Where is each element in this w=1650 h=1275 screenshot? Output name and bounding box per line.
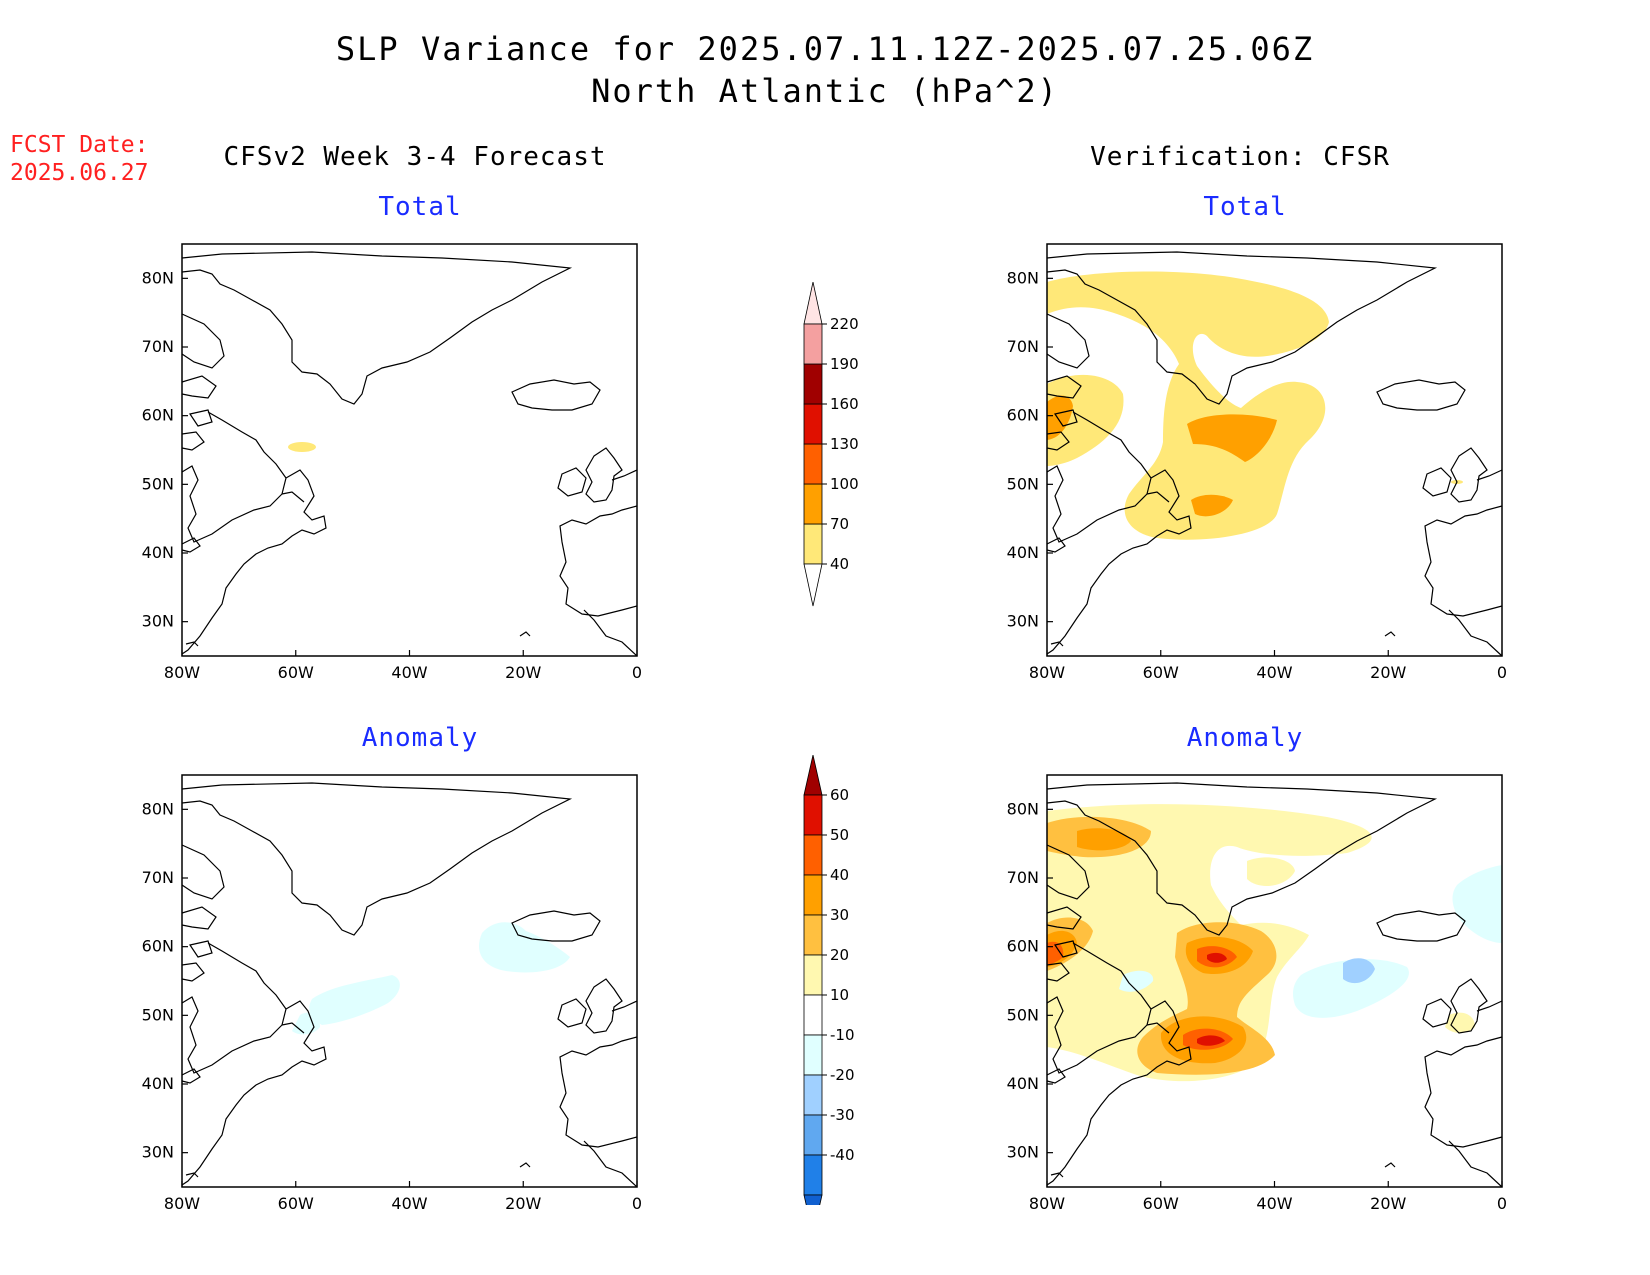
sub-title-region: North Atlantic (hPa^2) (591, 72, 1059, 110)
lat-tick-label: 60N (142, 406, 174, 425)
colorbar-anomaly-box (803, 874, 823, 916)
lon-tick-label: 80W (164, 1194, 200, 1213)
colorbar-anomaly-box (803, 794, 823, 836)
shading-verification-anomaly (1047, 804, 1502, 1082)
lat-tick-label: 40N (1007, 1074, 1039, 1093)
colorbar-anomaly-label: 20 (830, 946, 849, 964)
colorbar-total-box (803, 483, 823, 525)
lon-tick-label: 0 (632, 1194, 642, 1213)
colorbar-total-box (803, 443, 823, 485)
colorbar-total-box (803, 323, 823, 365)
lat-tick-label: 40N (1007, 543, 1039, 562)
lon-tick-label: 60W (1143, 663, 1179, 682)
colorbar-total-box (803, 403, 823, 445)
fcst-date-value: 2025.06.27 (10, 160, 149, 186)
lon-tick-label: 60W (1143, 1194, 1179, 1213)
lat-tick-label: 30N (1007, 1143, 1039, 1162)
colorbar-total-box (803, 523, 823, 565)
colorbar-anomaly-label: 30 (830, 906, 849, 924)
lon-tick-label: 20W (505, 663, 541, 682)
lon-tick-label: 60W (278, 663, 314, 682)
lon-tick-label: 80W (1029, 1194, 1065, 1213)
colorbar-anomaly-label: -20 (830, 1066, 855, 1084)
colorbar-anomaly-box (803, 914, 823, 956)
colorbar-total: 40 70 100 130 160 190 220 (803, 282, 859, 607)
lat-tick-label: 30N (1007, 612, 1039, 631)
lat-tick-label: 80N (142, 799, 174, 818)
map-forecast-total (181, 243, 638, 657)
colorbar-total-label: 190 (830, 355, 859, 373)
lat-tick-label: 70N (1007, 868, 1039, 887)
map-verification-anomaly (1046, 774, 1503, 1188)
colorbar-anomaly-label: 50 (830, 826, 849, 844)
lat-tick-label: 70N (1007, 337, 1039, 356)
map-verification-total (1046, 243, 1503, 657)
lat-tick-label: 80N (1007, 268, 1039, 287)
lon-tick-label: 0 (1497, 663, 1507, 682)
map-forecast-anomaly (181, 774, 638, 1188)
colorbar-anomaly-box (803, 834, 823, 876)
main-title: SLP Variance for 2025.07.11.12Z-2025.07.… (335, 30, 1315, 68)
lat-tick-label: 60N (1007, 406, 1039, 425)
colorbar-anomaly: 60 50 40 30 20 10 -10 -20 -30 -40 (803, 755, 855, 1205)
lat-tick-label: 50N (1007, 474, 1039, 493)
lat-tick-label: 50N (1007, 1005, 1039, 1024)
lon-tick-label: 20W (1370, 1194, 1406, 1213)
lat-tick-label: 30N (142, 1143, 174, 1162)
colorbar-anomaly-bottom-arrow (803, 1194, 823, 1205)
colorbar-anomaly-box (803, 1154, 823, 1196)
lon-tick-label: 40W (391, 1194, 427, 1213)
fcst-date-label: FCST Date: (10, 132, 149, 158)
lon-tick-label: 80W (1029, 663, 1065, 682)
lon-tick-label: 40W (391, 663, 427, 682)
lon-tick-label: 40W (1256, 1194, 1292, 1213)
colorbar-anomaly-box (803, 1034, 823, 1076)
lon-tick-label: 20W (1370, 663, 1406, 682)
lat-tick-label: 40N (142, 1074, 174, 1093)
colorbar-total-top-arrow (803, 282, 823, 325)
forecast-total-title: Total (378, 192, 462, 222)
lon-tick-label: 0 (632, 663, 642, 682)
lat-tick-label: 70N (142, 337, 174, 356)
verification-total-title: Total (1203, 192, 1287, 222)
colorbar-anomaly-box (803, 954, 823, 996)
lon-tick-label: 60W (278, 1194, 314, 1213)
colorbar-anomaly-label: -40 (830, 1146, 855, 1164)
lat-tick-label: 50N (142, 1005, 174, 1024)
colorbar-anomaly-box (803, 994, 823, 1036)
lon-tick-label: 20W (505, 1194, 541, 1213)
colorbar-total-label: 40 (830, 555, 849, 573)
colorbar-total-label: 100 (830, 475, 859, 493)
lat-tick-label: 60N (142, 937, 174, 956)
lat-tick-label: 40N (142, 543, 174, 562)
verification-anomaly-title: Anomaly (1186, 723, 1304, 753)
lon-tick-label: 80W (164, 663, 200, 682)
colorbar-anomaly-box (803, 1114, 823, 1156)
colorbar-anomaly-top-arrow (803, 755, 823, 796)
lat-tick-label: 60N (1007, 937, 1039, 956)
colorbar-anomaly-label: -10 (830, 1026, 855, 1044)
colorbar-total-label: 220 (830, 315, 859, 333)
lat-tick-label: 30N (142, 612, 174, 631)
colorbar-total-box (803, 363, 823, 405)
forecast-column-title: CFSv2 Week 3-4 Forecast (223, 142, 607, 172)
verification-column-title: Verification: CFSR (1090, 142, 1390, 172)
colorbar-total-label: 70 (830, 515, 849, 533)
colorbar-total-label: 130 (830, 435, 859, 453)
forecast-anomaly-title: Anomaly (361, 723, 479, 753)
colorbar-anomaly-label: -30 (830, 1106, 855, 1124)
lon-tick-label: 0 (1497, 1194, 1507, 1213)
lat-tick-label: 80N (142, 268, 174, 287)
colorbar-anomaly-box (803, 1074, 823, 1116)
lat-tick-label: 50N (142, 474, 174, 493)
lat-tick-label: 80N (1007, 799, 1039, 818)
colorbar-anomaly-label: 10 (830, 986, 849, 1004)
colorbar-total-bottom-arrow (803, 563, 823, 607)
shading-forecast-total (288, 442, 316, 452)
lon-tick-label: 40W (1256, 663, 1292, 682)
lat-tick-label: 70N (142, 868, 174, 887)
colorbar-total-label: 160 (830, 395, 859, 413)
colorbar-anomaly-label: 40 (830, 866, 849, 884)
colorbar-anomaly-label: 60 (830, 786, 849, 804)
